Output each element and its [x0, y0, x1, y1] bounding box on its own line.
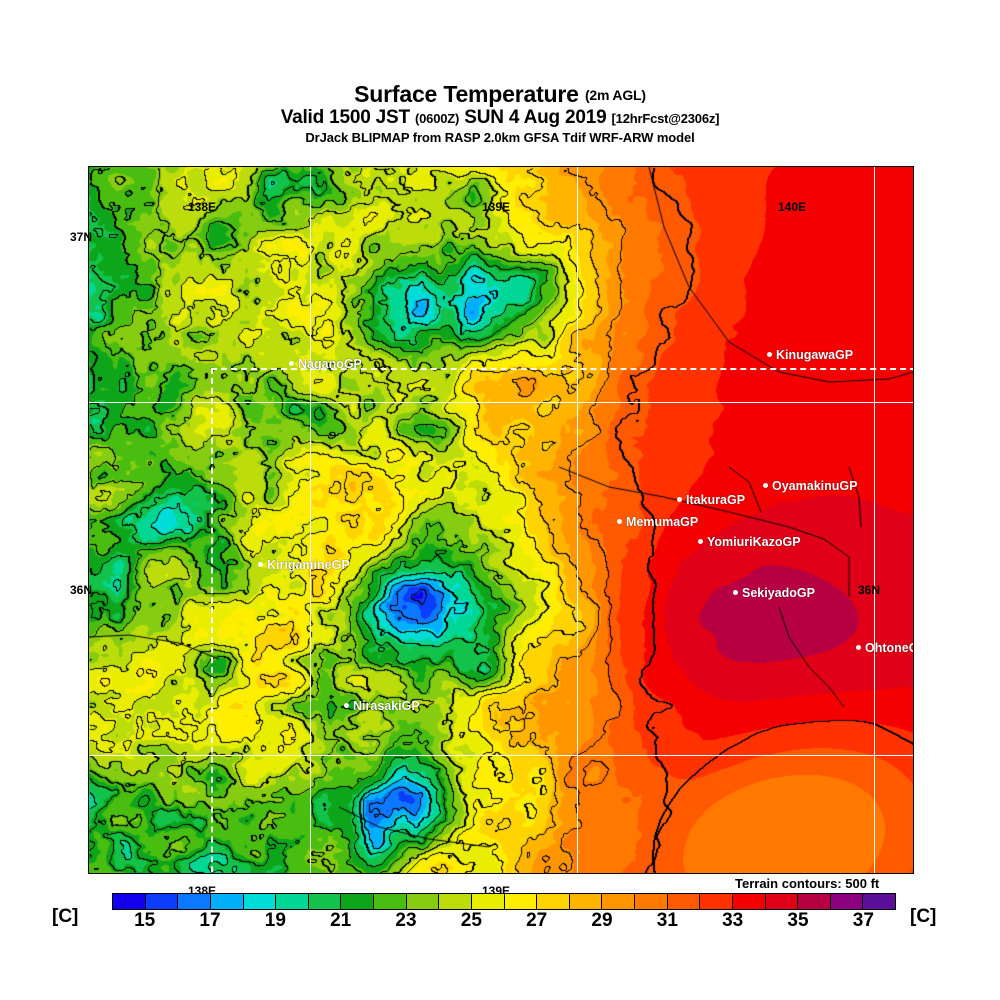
colorbar-swatch-21: [798, 894, 831, 909]
colorbar-tick-35: 35: [787, 910, 809, 931]
colorbar-tick-17: 17: [199, 910, 221, 931]
colorbar-swatch-4: [243, 894, 277, 909]
colorbar-swatch-16: [635, 894, 668, 909]
title-main-text: Surface Temperature: [354, 81, 579, 107]
title-valid-line: Valid 1500 JST (0600Z) SUN 4 Aug 2019 [1…: [0, 108, 1000, 128]
colorbar-tick-15: 15: [134, 910, 156, 931]
colorbar-swatch-17: [667, 894, 701, 909]
colorbar-swatch-18: [700, 894, 733, 909]
colorbar-swatch-2: [178, 894, 211, 909]
page-title: Surface Temperature (2m AGL): [0, 82, 1000, 106]
colorbar-swatch-3: [210, 894, 244, 909]
colorbar-swatch-1: [145, 894, 179, 909]
title-valid-utc: (0600Z): [415, 111, 460, 127]
colorbar-tick-31: 31: [656, 910, 678, 931]
colorbar-swatch-19: [732, 894, 766, 909]
colorbar-tick-27: 27: [526, 910, 548, 931]
colorbar-swatch-7: [341, 894, 374, 909]
longitude-label-2: 140E: [778, 200, 807, 214]
colorbar-unit-left: [C]: [52, 906, 79, 927]
colorbar-swatch-0: [113, 894, 146, 909]
colorbar-tick-29: 29: [591, 910, 613, 931]
colorbar-tick-37: 37: [852, 910, 874, 931]
terrain-contour-note: Terrain contours: 500 ft: [735, 876, 880, 891]
colorbar-swatch-12: [504, 894, 538, 909]
colorbar-tick-25: 25: [460, 910, 482, 931]
colorbar-swatch-23: [863, 894, 895, 909]
colorbar-swatch-20: [765, 894, 799, 909]
temperature-map[interactable]: NaganoGP KinugawaGP OyamakinuGP ItakuraGP Me…: [88, 166, 914, 874]
colorbar-swatch-15: [602, 894, 635, 909]
colorbar-tick-33: 33: [722, 910, 744, 931]
colorbar-swatch-6: [308, 894, 342, 909]
colorbar-swatch-13: [537, 894, 570, 909]
colorbar-tick-23: 23: [395, 910, 417, 931]
title-agl-note: (2m AGL): [584, 87, 646, 103]
colorbar-swatch-8: [374, 894, 407, 909]
title-valid-prefix: Valid 1500 JST: [280, 107, 410, 129]
latitude-label-0: 37N: [70, 230, 93, 244]
colorbar-tick-labels: 15 17 19 21 23 25 27 29 31 33 35 37: [112, 910, 896, 936]
colorbar-swatch-10: [439, 894, 472, 909]
colorbar-swatch-14: [569, 894, 603, 909]
colorbar-tick-19: 19: [264, 910, 286, 931]
title-valid-date: SUN 4 Aug 2019: [464, 107, 607, 129]
colorbar-swatch-9: [406, 894, 440, 909]
chart-title-block: Surface Temperature (2m AGL) Valid 1500 …: [0, 82, 1000, 145]
colorbar-unit-right: [C]: [910, 906, 937, 927]
colorbar-swatch-5: [276, 894, 309, 909]
colorbar-swatch-22: [830, 894, 864, 909]
longitude-label-1: 139E: [482, 200, 511, 214]
colorbar: [112, 893, 896, 910]
colorbar-swatch-11: [471, 894, 505, 909]
latitude-label-2: 36N: [858, 583, 881, 597]
colorbar-tick-21: 21: [330, 910, 352, 931]
title-valid-fcst: [12hrFcst@2306z]: [611, 111, 720, 127]
latitude-label-1: 36N: [70, 583, 93, 597]
title-model-line: DrJack BLIPMAP from RASP 2.0km GFSA Tdif…: [305, 130, 695, 146]
longitude-label-0: 138E: [188, 200, 217, 214]
